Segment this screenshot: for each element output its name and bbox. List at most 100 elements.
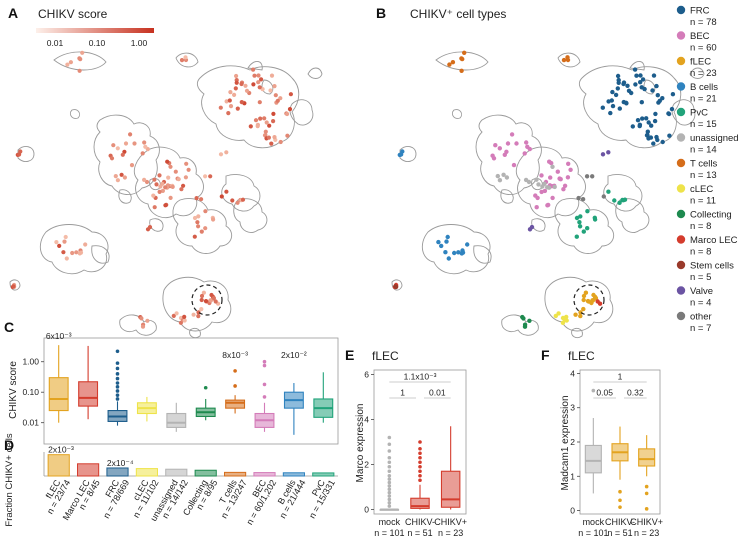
cell-dot — [612, 198, 617, 203]
cell-dot — [203, 174, 208, 179]
legend-count: n = 8 — [690, 221, 711, 232]
cell-dot — [667, 133, 672, 138]
y-tick-label: 0 — [570, 506, 575, 516]
cell-dot — [456, 250, 461, 255]
cell-dot — [497, 178, 503, 183]
legend-label: BEC — [690, 31, 710, 42]
bar-frc — [106, 467, 129, 477]
cell-dot — [595, 299, 600, 304]
cell-dot — [606, 150, 611, 155]
legend-swatch — [676, 209, 686, 219]
cell-dot — [564, 314, 569, 320]
cell-dot — [194, 196, 199, 201]
legend-label: FRC — [690, 6, 710, 17]
cell-dot — [444, 239, 449, 244]
cell-dot — [590, 298, 596, 303]
outlier-point — [387, 477, 392, 481]
cell-dot — [591, 292, 596, 298]
cell-dot — [218, 152, 224, 157]
bar-unassigned — [165, 468, 188, 477]
legend-label: cLEC — [690, 184, 713, 195]
box-t-cells — [225, 399, 246, 409]
x-tick-label: CHIKV+ — [630, 517, 663, 527]
cell-dot — [152, 177, 157, 182]
cell-dot — [196, 224, 201, 229]
cell-dot — [581, 229, 586, 234]
cell-dot — [54, 240, 59, 245]
cell-dot — [256, 73, 261, 78]
cell-dot — [192, 234, 197, 239]
panel-label-d: D — [4, 437, 14, 453]
cell-dot — [256, 80, 261, 85]
cell-dot — [639, 100, 644, 105]
cell-dot — [234, 73, 239, 79]
x-tick-label: CHIKV- — [605, 517, 635, 527]
legend-swatch — [676, 260, 686, 270]
cell-dot — [191, 312, 196, 317]
outlier-point — [262, 359, 267, 364]
cell-dot — [239, 100, 244, 105]
cell-dot — [203, 226, 208, 231]
legend-label: other — [690, 312, 712, 323]
cell-dot — [634, 73, 639, 78]
cell-dot — [251, 67, 256, 72]
outlier-point — [387, 449, 392, 453]
cell-dot — [62, 239, 67, 244]
cell-dot — [255, 124, 260, 129]
cell-dot — [77, 251, 82, 256]
legend-swatch — [676, 184, 686, 193]
cell-dot — [70, 250, 75, 256]
cell-dot — [120, 152, 125, 157]
cell-dot — [278, 139, 283, 145]
cell-dot — [640, 116, 645, 121]
cell-dot — [565, 55, 570, 60]
panel-a-title: CHIKV score — [38, 7, 108, 21]
cell-dot — [252, 73, 257, 78]
y-tick-label: 2 — [364, 460, 369, 470]
cell-dot — [578, 214, 583, 219]
cell-dot — [505, 141, 511, 146]
cell-dot — [203, 299, 209, 304]
p-value-annotation: 8x10⁻³ — [222, 350, 248, 360]
legend-swatch — [676, 107, 686, 117]
cell-dot — [459, 251, 464, 256]
cell-dot — [504, 175, 510, 180]
cell-dot — [573, 312, 578, 317]
cell-dot — [525, 144, 530, 149]
cell-dot — [593, 295, 599, 301]
cell-dot — [199, 307, 204, 312]
cell-dot — [493, 143, 498, 148]
cell-dot — [61, 250, 66, 255]
cell-dot — [495, 173, 500, 179]
umap-b-dots — [392, 50, 676, 329]
cell-dot — [83, 242, 88, 247]
cell-dot — [266, 135, 271, 140]
significance-label: 0.32 — [627, 388, 644, 398]
cell-dot — [111, 143, 116, 148]
y-tick-label: 0.01 — [22, 418, 39, 428]
cell-dot — [233, 86, 238, 91]
cell-dot — [219, 194, 224, 199]
x-tick-count: n = 51 — [607, 528, 632, 538]
cell-dot — [170, 184, 175, 189]
y-tick-label: 4 — [570, 368, 575, 378]
cell-dot — [626, 88, 632, 94]
panel-b-title: CHIKV⁺ cell types — [410, 7, 506, 21]
cell-dot — [196, 314, 201, 319]
umap-a-dots — [10, 50, 293, 329]
cell-dot — [446, 256, 451, 261]
cell-dot — [640, 77, 646, 82]
cell-dot — [154, 182, 159, 187]
cell-dot — [228, 90, 233, 95]
cell-dot — [616, 80, 621, 86]
cell-dot — [183, 175, 188, 180]
cell-dot — [179, 187, 184, 192]
legend-swatch — [676, 56, 686, 66]
outlier-point — [387, 480, 392, 485]
cell-dot — [152, 205, 157, 210]
cell-dot — [653, 111, 658, 117]
cell-dot — [269, 73, 275, 78]
x-tick-count: n = 23 — [438, 528, 463, 538]
cell-dot — [581, 306, 586, 312]
x-tick-count: n = 101 — [374, 528, 404, 538]
